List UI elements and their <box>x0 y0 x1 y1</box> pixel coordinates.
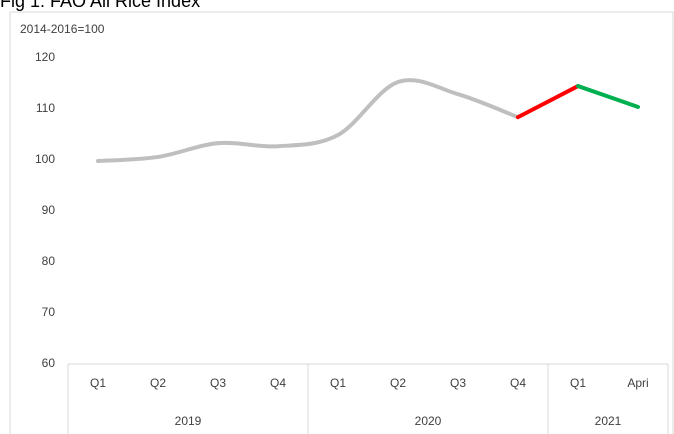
x-tick-label: Q3 <box>450 376 466 390</box>
y-tick-label: 100 <box>35 152 55 166</box>
x-tick-label: Q4 <box>270 376 286 390</box>
chart-title: Fig 1: FAO All Rice Index <box>0 0 200 11</box>
x-tick-label: Q1 <box>90 376 106 390</box>
y-tick-label: 60 <box>42 356 56 370</box>
line <box>516 84 580 120</box>
y-tick-label: 90 <box>42 203 56 217</box>
chart-frame <box>9 11 674 434</box>
line <box>96 78 520 164</box>
group-label: 2019 <box>175 414 202 428</box>
x-tick-label: Q2 <box>150 376 166 390</box>
x-tick-label: Q1 <box>570 376 586 390</box>
x-tick-label: Q1 <box>330 376 346 390</box>
x-tick-label: Apri <box>627 376 648 390</box>
y-tick-label: 110 <box>36 101 55 115</box>
y-tick-label: 120 <box>35 50 55 64</box>
y-axis-label: 2014-2016=100 <box>20 22 105 36</box>
group-label: 2020 <box>415 414 442 428</box>
line <box>576 84 640 109</box>
x-tick-label: Q3 <box>210 376 226 390</box>
x-tick-label: Q2 <box>390 376 406 390</box>
y-tick-label: 70 <box>42 305 56 319</box>
x-tick-label: Q4 <box>510 376 526 390</box>
y-tick-label: 80 <box>42 254 56 268</box>
group-label: 2021 <box>595 414 622 428</box>
